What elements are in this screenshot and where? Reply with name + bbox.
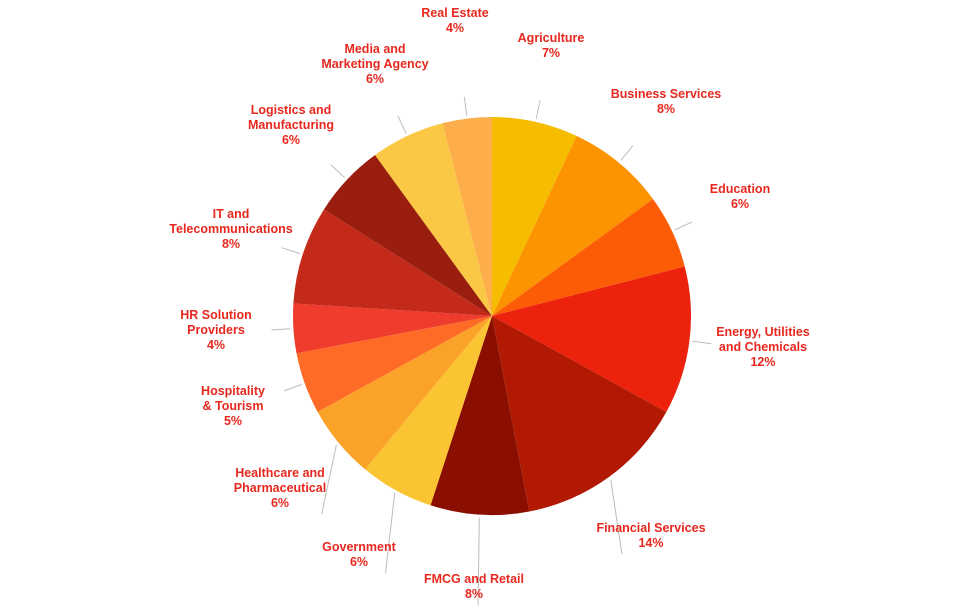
slice-label-fmcg-and-retail: FMCG and Retail 8%	[424, 572, 524, 601]
slice-value-label: 7%	[542, 46, 560, 60]
slice-name-label: Telecommunications	[169, 222, 292, 236]
slice-label-hospitality-tourism: Hospitality & Tourism 5%	[201, 384, 265, 428]
pie-slice-healthcare-and-pharmaceutical	[317, 316, 492, 470]
slice-label-real-estate: Real Estate 4%	[421, 6, 488, 35]
slice-name-label: IT and	[213, 207, 250, 221]
slice-name-label: Media and	[344, 42, 405, 56]
slice-value-label: 6%	[366, 72, 384, 86]
leader-line	[330, 164, 346, 179]
leader-line	[271, 328, 291, 331]
slice-name-label: Financial Services	[596, 521, 705, 535]
slice-value-label: 4%	[446, 21, 464, 35]
slice-name-label: Government	[322, 540, 396, 554]
slice-name-label: Healthcare and	[235, 466, 325, 480]
pie-slice-fmcg-and-retail	[430, 316, 530, 516]
slice-name-label: Real Estate	[421, 6, 488, 20]
pie-slice-energy-utilities-and-chemicals	[492, 266, 692, 412]
slice-value-label: 14%	[638, 536, 663, 550]
slice-labels: Agriculture 7%Business Services 8%Educatio…	[169, 6, 810, 601]
leader-lines	[271, 96, 712, 606]
slice-label-media-and-marketing-agency: Media and Marketing Agency 6%	[321, 42, 428, 86]
slice-label-energy-utilities-and-chemicals: Energy, Utilities and Chemicals 12%	[716, 325, 810, 369]
slice-value-label: 4%	[207, 338, 225, 352]
slice-label-business-services: Business Services 8%	[611, 87, 722, 116]
pie-slice-hospitality-tourism	[296, 316, 492, 412]
slice-name-label: Logistics and	[251, 103, 332, 117]
leader-line	[477, 517, 480, 606]
pie-slice-agriculture	[492, 117, 577, 316]
slice-label-financial-services: Financial Services 14%	[596, 521, 705, 550]
slice-label-logistics-and-manufacturing: Logistics and Manufacturing 6%	[248, 103, 334, 147]
leader-line	[281, 247, 301, 255]
slice-value-label: 12%	[750, 355, 775, 369]
slice-label-hr-solution-providers: HR Solution Providers 4%	[180, 308, 252, 352]
pie-slice-logistics-and-manufacturing	[323, 155, 492, 316]
slice-value-label: 8%	[465, 587, 483, 601]
leader-line	[674, 221, 693, 231]
pie-slice-business-services	[492, 135, 653, 316]
pie-slices	[292, 116, 692, 516]
slice-name-label: Providers	[187, 323, 245, 337]
slice-name-label: Agriculture	[518, 31, 585, 45]
leader-line	[397, 115, 407, 134]
leader-line	[385, 492, 396, 574]
slice-value-label: 5%	[224, 414, 242, 428]
leader-line	[283, 383, 303, 392]
leader-line	[692, 340, 712, 345]
slice-value-label: 8%	[222, 237, 240, 251]
slice-value-label: 8%	[657, 102, 675, 116]
pie-slice-financial-services	[492, 316, 667, 512]
pie-slice-real-estate	[442, 116, 492, 316]
slice-name-label: Education	[710, 182, 770, 196]
slice-name-label: Business Services	[611, 87, 722, 101]
slice-value-label: 6%	[282, 133, 300, 147]
leader-line	[321, 444, 337, 515]
leader-line	[620, 145, 634, 161]
pie-slice-it-and-telecommunications	[293, 209, 492, 316]
slice-name-label: Marketing Agency	[321, 57, 428, 71]
slice-value-label: 6%	[271, 496, 289, 510]
slice-label-healthcare-and-pharmaceutical: Healthcare and Pharmaceutical 6%	[234, 466, 326, 510]
slice-name-label: Manufacturing	[248, 118, 334, 132]
pie-slice-media-and-marketing-agency	[375, 123, 492, 316]
leader-line	[463, 96, 468, 116]
slice-value-label: 6%	[731, 197, 749, 211]
slice-name-label: and Chemicals	[719, 340, 807, 354]
slice-label-government: Government 6%	[322, 540, 396, 569]
pie-slice-government	[365, 316, 492, 506]
slice-label-it-and-telecommunications: IT and Telecommunications 8%	[169, 207, 292, 251]
slice-value-label: 6%	[350, 555, 368, 569]
slice-name-label: Hospitality	[201, 384, 265, 398]
pie-slice-hr-solution-providers	[292, 303, 492, 354]
slice-name-label: FMCG and Retail	[424, 572, 524, 586]
leader-line	[610, 479, 623, 555]
slice-label-education: Education 6%	[710, 182, 770, 211]
leader-line	[535, 100, 541, 120]
slice-name-label: Energy, Utilities	[716, 325, 810, 339]
slice-name-label: HR Solution	[180, 308, 252, 322]
slice-name-label: & Tourism	[203, 399, 264, 413]
slice-label-agriculture: Agriculture 7%	[518, 31, 585, 60]
slice-name-label: Pharmaceutical	[234, 481, 326, 495]
pie-slice-education	[492, 199, 685, 316]
